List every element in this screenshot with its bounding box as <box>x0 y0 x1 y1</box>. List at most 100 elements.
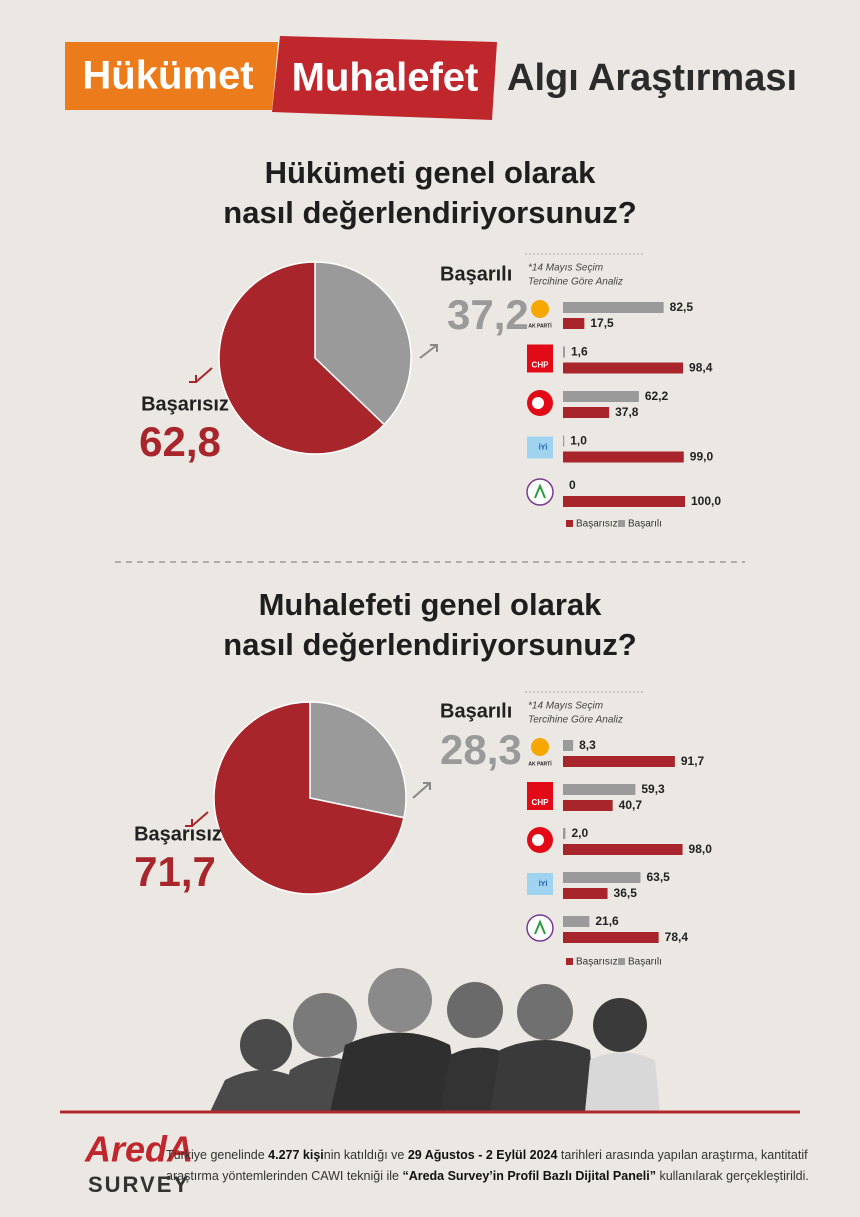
note-text: tarihleri arasında yapılan araştırma, ka… <box>166 1148 808 1183</box>
chart-subtitle: Tercihine Göre Analiz <box>528 277 623 288</box>
value-label: 98,4 <box>689 361 713 375</box>
bar <box>563 740 574 751</box>
bar <box>563 318 585 329</box>
pie-slice <box>213 701 405 895</box>
bar <box>563 932 659 943</box>
legend-label: Başarısız <box>576 957 618 968</box>
slice-value: 37,2 <box>447 291 529 338</box>
chart-title: nasıl değerlendiriyorsunuz? <box>223 627 636 662</box>
value-label: 100,0 <box>691 494 721 508</box>
category-label: İYİ <box>539 880 548 888</box>
legend-swatch <box>618 520 625 527</box>
arrow <box>189 367 213 383</box>
legend-swatch <box>618 958 625 965</box>
logo: AredA <box>84 1129 193 1170</box>
party-logo <box>527 390 553 416</box>
value-label: 78,4 <box>665 930 689 944</box>
party-logo: İYİ <box>527 436 553 459</box>
slice-value: 28,3 <box>440 726 522 773</box>
pie-slice <box>218 261 386 455</box>
category-label: AK PARTİ <box>528 322 552 329</box>
note-text: kullanılarak gerçekleştirildi. <box>655 1169 809 1183</box>
legend-label: Başarılı <box>628 519 662 530</box>
value-label: 37,8 <box>615 405 639 419</box>
category-label: İYİ <box>539 443 548 451</box>
value-label: 82,5 <box>670 300 694 314</box>
bar <box>563 407 610 418</box>
bar <box>563 844 683 855</box>
logo-shape <box>531 738 549 756</box>
value-label: 2,0 <box>571 826 588 840</box>
logo-shape <box>534 919 546 935</box>
bar <box>563 916 590 927</box>
chart-title: Muhalefeti genel olarak <box>259 587 603 622</box>
party-logo: AK PARTİ <box>528 738 552 767</box>
category-label: CHP <box>532 361 550 370</box>
bar <box>563 435 565 447</box>
chart-title: Hükümeti genel olarak <box>265 155 597 190</box>
slice-label: Başarılı <box>440 263 512 285</box>
bar <box>563 496 685 507</box>
value-label: 40,7 <box>619 798 643 812</box>
tag-box <box>65 42 278 110</box>
party-logo: CHP <box>527 344 553 373</box>
logo-shape <box>534 483 546 499</box>
logo-shape <box>526 478 554 506</box>
legend-swatch <box>566 958 573 965</box>
pie-slice <box>314 261 412 426</box>
arrow <box>419 344 438 359</box>
slice-label: Başarısız <box>134 823 222 845</box>
note-text: nin katıldığı ve <box>323 1148 408 1162</box>
header-title: Algı Araştırması <box>507 57 797 99</box>
logo-shape <box>527 782 553 810</box>
note-text: 29 Ağustos - 2 Eylül 2024 <box>407 1148 558 1162</box>
value-label: 36,5 <box>614 886 638 900</box>
category-label: CHP <box>532 798 550 807</box>
arrow <box>185 811 209 827</box>
chart-subtitle: *14 Mayıs Seçim <box>528 263 603 274</box>
tag-box <box>272 36 497 120</box>
legend-label: Başarılı <box>628 957 662 968</box>
party-logo: İYİ <box>527 873 553 895</box>
party-logo <box>527 827 553 853</box>
party-logo <box>526 914 554 942</box>
slice-label: Başarısız <box>141 393 229 415</box>
chart-subtitle: Tercihine Göre Analiz <box>528 715 623 726</box>
chart-subtitle: *14 Mayıs Seçim <box>528 701 603 712</box>
bar <box>563 784 636 795</box>
bar <box>563 302 664 313</box>
pie-slice <box>309 701 407 819</box>
party-logo: CHP <box>527 782 553 810</box>
note-text: “Areda Survey’in Profil Bazlı Dijital Pa… <box>402 1169 656 1183</box>
note-text: Türkiye genelinde <box>166 1148 269 1162</box>
bar <box>563 872 641 883</box>
bar <box>563 346 565 358</box>
category-label: AK PARTİ <box>528 760 552 767</box>
logo-shape <box>531 300 549 318</box>
logo-shape <box>526 914 554 942</box>
party-logo: AK PARTİ <box>528 300 552 329</box>
logo-shape <box>527 873 553 895</box>
slice-label: Başarılı <box>440 700 512 722</box>
slice-value: 62,8 <box>139 418 221 465</box>
value-label: 1,0 <box>570 434 587 448</box>
value-label: 99,0 <box>690 450 714 464</box>
value-label: 98,0 <box>689 842 713 856</box>
bar <box>563 756 675 767</box>
photos <box>210 968 660 1112</box>
value-label: 8,3 <box>579 738 596 752</box>
header-tag: Hükümet <box>82 54 253 98</box>
logo-shape <box>527 344 553 373</box>
party-logo <box>526 478 554 506</box>
bar <box>563 828 566 839</box>
value-label: 63,5 <box>646 870 670 884</box>
bar <box>563 391 639 402</box>
chart-title: nasıl değerlendiriyorsunuz? <box>223 195 636 230</box>
bar <box>563 888 608 899</box>
header-tag: Muhalefet <box>292 56 479 100</box>
value-label: 59,3 <box>641 782 665 796</box>
value-label: 91,7 <box>681 754 705 768</box>
value-label: 0 <box>569 478 576 492</box>
note-text: 4.277 kişi <box>268 1148 324 1162</box>
